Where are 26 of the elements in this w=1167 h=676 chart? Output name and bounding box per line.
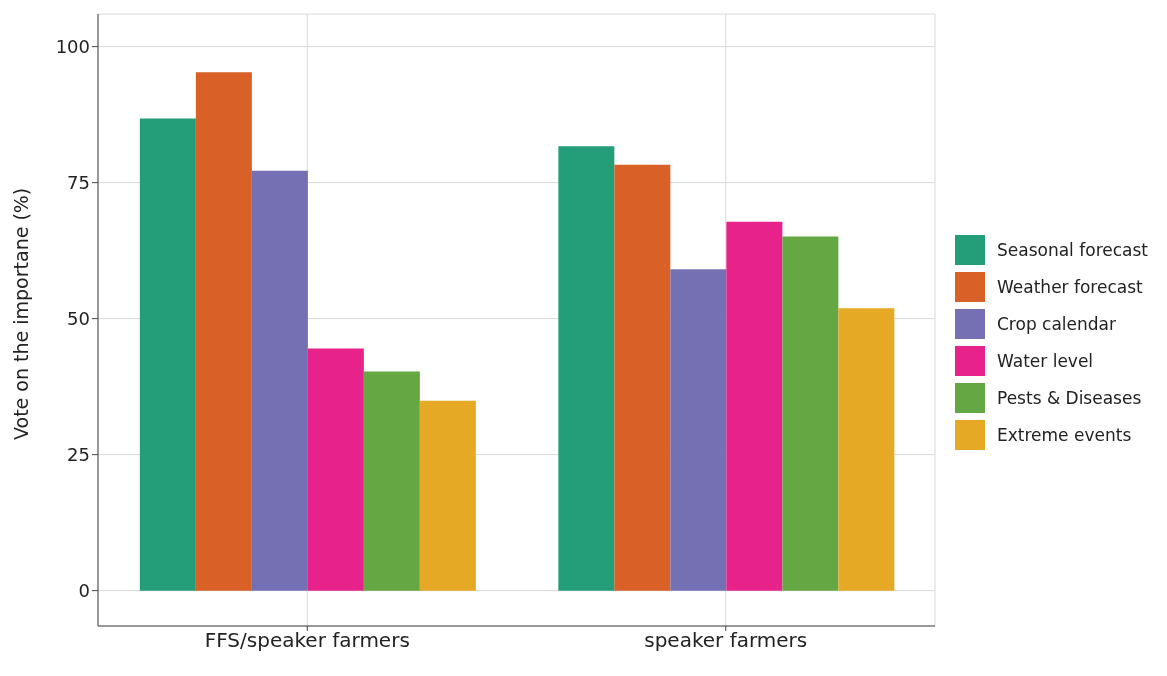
y-tick-label: 0 [78,580,90,602]
legend-label: Seasonal forecast [997,239,1148,260]
legend-label: Weather forecast [997,276,1143,297]
legend-label: Extreme events [997,424,1132,445]
y-tick-label: 25 [67,444,90,466]
legend-label: Crop calendar [997,313,1116,334]
x-tick-label: FFS/speaker farmers [204,628,410,653]
legend-label: Water level [997,350,1094,371]
x-tick-label: speaker farmers [644,628,808,653]
bar [195,72,252,591]
bar [139,118,196,591]
y-tick-label: 50 [67,308,90,330]
bar [614,164,671,591]
y-axis-title: Vote on the importane (%) [9,187,32,440]
bar [670,269,727,591]
bar [838,308,895,591]
bar [419,400,476,591]
bar [251,170,308,591]
bar [558,146,615,591]
bar [307,348,364,591]
y-tick-label: 100 [55,36,90,58]
bar [363,371,420,591]
y-tick-label: 75 [67,172,90,194]
legend-label: Pests & Diseases [997,387,1142,408]
bar [726,221,783,591]
bar [782,236,839,591]
